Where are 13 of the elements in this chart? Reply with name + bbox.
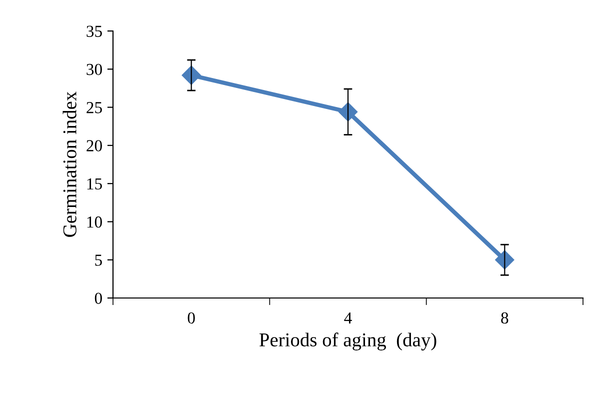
y-tick-label: 0 <box>94 292 102 304</box>
y-tick-label: 25 <box>86 102 102 114</box>
x-tick-label: 8 <box>501 312 508 324</box>
y-tick-label: 5 <box>95 254 102 266</box>
x-axis-title: Periods of aging (day) <box>259 332 436 350</box>
x-tick-label: 0 <box>188 312 195 324</box>
y-axis-title: Germination index <box>62 92 76 237</box>
y-tick-label: 30 <box>86 64 102 76</box>
y-tick-label: 35 <box>86 26 102 37</box>
y-tick-label: 10 <box>87 216 102 228</box>
x-tick-label: 4 <box>344 312 352 324</box>
y-tick-label: 15 <box>87 178 102 190</box>
y-tick-label: 20 <box>86 140 102 152</box>
